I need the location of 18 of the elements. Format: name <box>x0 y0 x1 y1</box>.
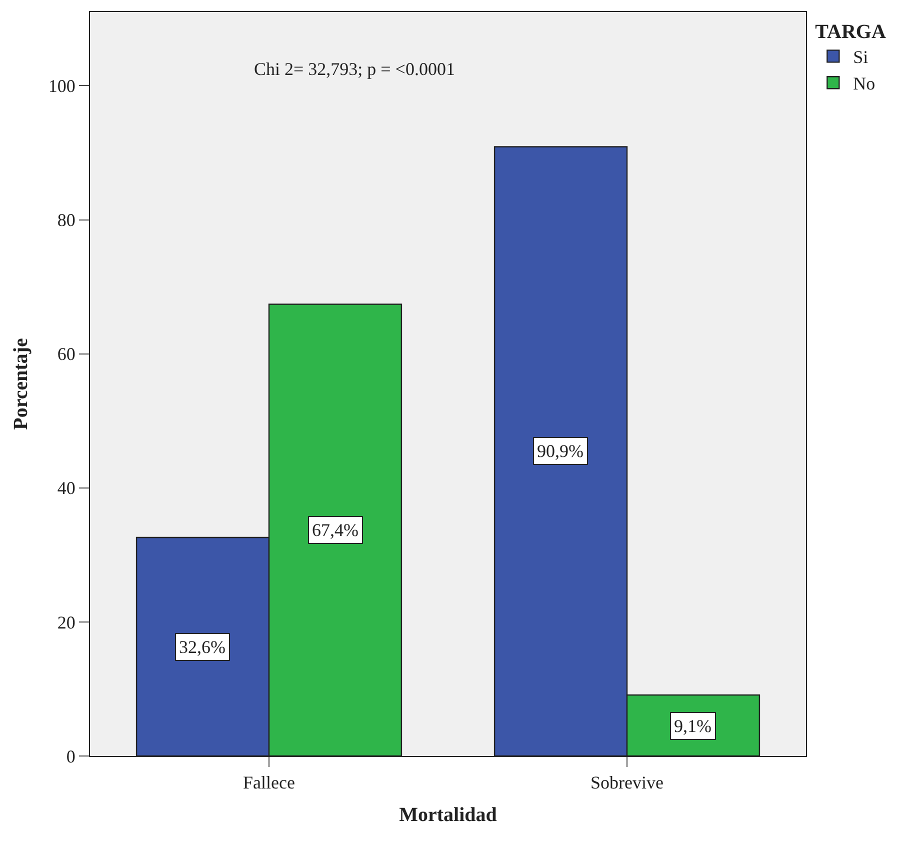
y-tick-label: 80 <box>57 210 76 230</box>
y-tick-label: 60 <box>57 344 76 364</box>
x-tick-label: Fallece <box>243 772 295 793</box>
legend-label: Si <box>853 47 868 68</box>
legend-label: No <box>853 74 876 94</box>
y-axis-title: Porcentaje <box>10 338 32 430</box>
y-tick-label: 0 <box>66 746 76 766</box>
data-label: 9,1% <box>674 716 712 736</box>
annotation: Chi 2= 32,793; p = <0.0001 <box>254 59 455 79</box>
y-tick-label: 20 <box>57 612 76 632</box>
y-tick-label: 100 <box>48 76 76 96</box>
x-tick-label: Sobrevive <box>590 772 664 793</box>
legend-title: TARGA <box>815 21 886 43</box>
x-axis-title: Mortalidad <box>399 804 497 826</box>
data-label: 67,4% <box>312 520 358 540</box>
y-tick-label: 40 <box>57 478 76 498</box>
data-label: 32,6% <box>179 637 226 657</box>
data-label: 90,9% <box>537 441 584 461</box>
